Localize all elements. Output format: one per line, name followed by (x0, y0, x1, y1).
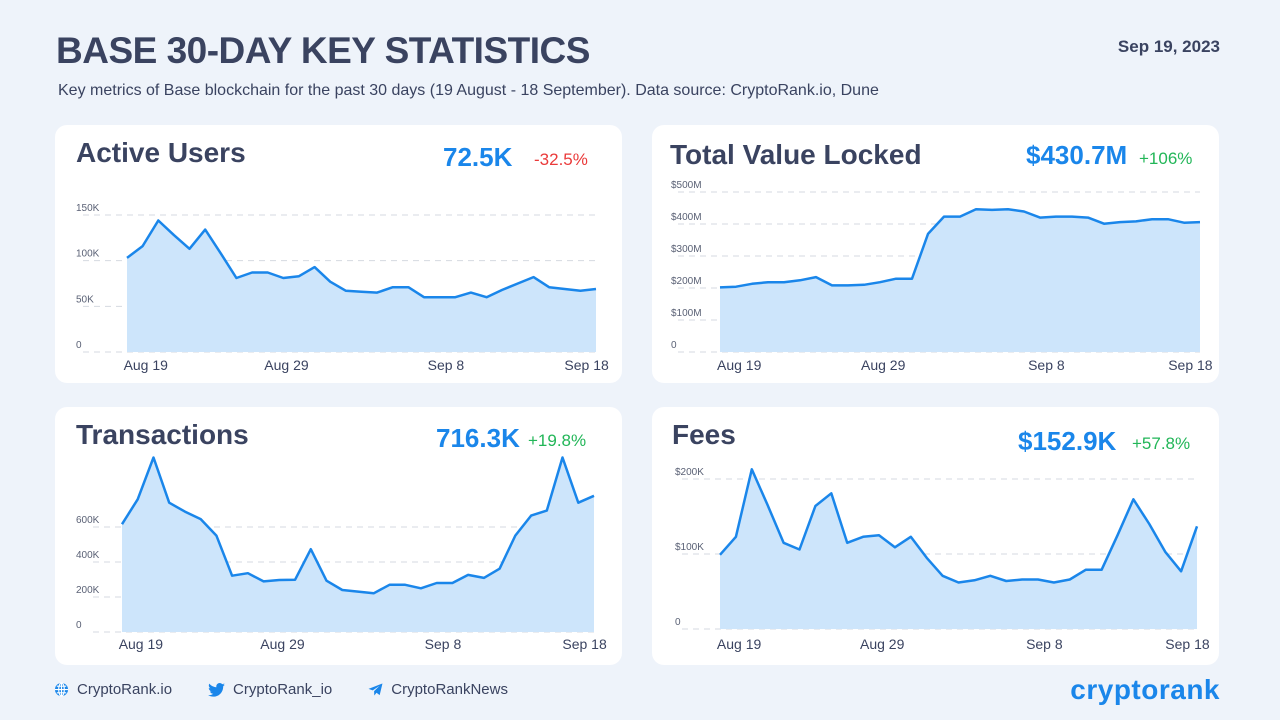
twitter-link[interactable]: CryptoRank_io (208, 681, 332, 698)
x-tick-label: Sep 18 (1165, 636, 1210, 652)
twitter-label: CryptoRank_io (233, 681, 333, 698)
telegram-link[interactable]: CryptoRankNews (368, 681, 508, 698)
x-tick-label: Sep 18 (564, 357, 609, 373)
change-badge: -32.5% (534, 150, 588, 169)
chart-svg: 0 50K 100K 150K Aug 19 Aug 29 Sep 8 Sep 18 (76, 203, 609, 373)
globe-icon (54, 682, 69, 697)
y-tick-label: 600K (76, 515, 100, 526)
x-tick-label: Aug 19 (717, 357, 762, 373)
x-tick-label: Aug 19 (717, 636, 762, 652)
x-tick-label: Sep 18 (562, 636, 607, 652)
card-title: Total Value Locked (670, 139, 922, 170)
y-tick-label: $100M (671, 308, 702, 319)
page-title: BASE 30-DAY KEY STATISTICS (56, 30, 590, 71)
headline-value: $430.7M (1026, 140, 1128, 170)
x-tick-label: Sep 18 (1168, 357, 1213, 373)
y-tick-label: 50K (76, 294, 94, 305)
y-tick-label: $100K (675, 542, 704, 553)
x-tick-label: Aug 29 (860, 636, 905, 652)
area-fill (122, 457, 594, 632)
y-tick-label: 0 (76, 340, 82, 351)
change-badge: +57.8% (1132, 434, 1191, 453)
y-tick-label: $200M (671, 276, 702, 287)
headline-value: 72.5K (443, 142, 513, 172)
x-tick-label: Aug 29 (264, 357, 309, 373)
x-tick-label: Sep 8 (1028, 357, 1065, 373)
chart-svg: 0 $100M $200M $300M $400M $500M Aug 19 Aug 29 Se… (671, 180, 1213, 373)
area-fill (720, 209, 1200, 352)
chart-svg: 0 200K 400K 600K Aug 19 Aug 29 Sep 8 Sep 18 (76, 456, 607, 652)
y-tick-label: $400M (671, 212, 702, 223)
y-tick-label: 400K (76, 550, 100, 561)
x-tick-label: Sep 8 (428, 357, 465, 373)
headline-value: $152.9K (1018, 426, 1117, 456)
footer-links: CryptoRank.io CryptoRank_io CryptoRankNe… (54, 681, 508, 698)
website-label: CryptoRank.io (77, 681, 173, 698)
series-line (719, 208, 1201, 289)
telegram-label: CryptoRankNews (391, 681, 508, 698)
y-tick-label: $200K (675, 467, 704, 478)
y-tick-label: 0 (675, 617, 681, 628)
x-tick-label: Sep 8 (425, 636, 462, 652)
telegram-icon (368, 683, 383, 696)
active-users-card: 0 50K 100K 150K Aug 19 Aug 29 Sep 8 Sep 18 Acti… (55, 125, 622, 383)
area-fill (720, 469, 1197, 629)
twitter-icon (208, 682, 225, 697)
x-tick-label: Sep 8 (1026, 636, 1063, 652)
series-line (120, 456, 595, 595)
cryptorank-logo: cryptorank (1070, 674, 1220, 705)
change-badge: +19.8% (528, 431, 587, 450)
transactions-card: 0 200K 400K 600K Aug 19 Aug 29 Sep 8 Sep 18 Tra… (55, 407, 622, 665)
y-tick-label: $300M (671, 244, 702, 255)
x-tick-label: Aug 19 (119, 636, 164, 652)
y-tick-label: 100K (76, 249, 100, 260)
chart-svg: 0 $100K $200K Aug 19 Aug 29 Sep 8 Sep 18 (675, 467, 1210, 652)
card-title: Fees (672, 419, 736, 450)
series-line (126, 219, 597, 299)
x-tick-label: Aug 19 (124, 357, 169, 373)
y-tick-label: 0 (671, 340, 677, 351)
y-tick-label: 0 (76, 620, 82, 631)
card-title: Transactions (76, 419, 249, 450)
tvl-card: 0 $100M $200M $300M $400M $500M Aug 19 Aug 29 Se… (652, 125, 1219, 383)
x-tick-label: Aug 29 (260, 636, 305, 652)
headline-value: 716.3K (436, 423, 520, 453)
y-tick-label: 200K (76, 585, 100, 596)
website-link[interactable]: CryptoRank.io (54, 681, 172, 698)
x-tick-label: Aug 29 (861, 357, 906, 373)
y-tick-label: 150K (76, 203, 100, 214)
series-line (719, 468, 1199, 584)
card-title: Active Users (76, 137, 246, 168)
report-date: Sep 19, 2023 (1117, 37, 1220, 56)
y-tick-label: $500M (671, 180, 702, 191)
fees-card: 0 $100K $200K Aug 19 Aug 29 Sep 8 Sep 18 Fees … (652, 407, 1219, 665)
change-badge: +106% (1139, 149, 1193, 168)
page-subtitle: Key metrics of Base blockchain for the p… (58, 82, 879, 99)
area-fill (127, 220, 596, 352)
